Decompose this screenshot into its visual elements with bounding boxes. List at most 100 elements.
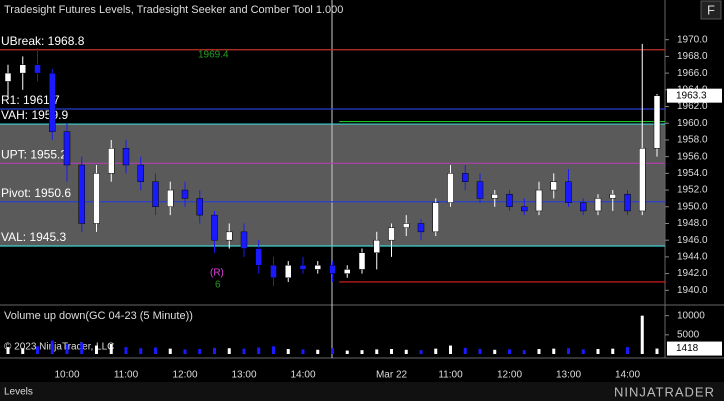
candle-body — [417, 223, 425, 233]
volume-bar — [611, 348, 615, 354]
volume-bar — [242, 348, 246, 354]
x-tick-label: 13:00 — [556, 370, 581, 381]
candle-body — [462, 173, 469, 182]
candle-body — [358, 252, 366, 270]
y-tick-label: 5000 — [677, 329, 700, 340]
candle-body — [93, 173, 100, 224]
y-tick-label: 1962.0 — [677, 101, 708, 112]
x-tick-label: 12:00 — [497, 370, 522, 381]
volume-bar — [596, 349, 600, 354]
candle-body — [550, 181, 557, 191]
volume-title: Volume up down(GC 04-23 (5 Minute)) — [4, 310, 193, 322]
annotation: (R) — [210, 268, 224, 279]
y-tick-label: 1940.0 — [677, 285, 708, 296]
volume-bar — [581, 349, 585, 354]
tab[interactable]: Levels — [4, 387, 33, 398]
candle-body — [167, 189, 174, 208]
candle-body — [314, 264, 321, 270]
candle-body — [122, 148, 130, 166]
menu-button[interactable] — [700, 0, 722, 20]
candle-body — [329, 264, 336, 274]
candle-body — [609, 193, 616, 199]
volume-bar — [257, 347, 261, 354]
last-volume: 1418 — [676, 343, 699, 354]
volume-bar — [552, 348, 556, 354]
volume-bar — [390, 349, 393, 354]
y-tick-label: 1956.0 — [677, 151, 708, 162]
candle-body — [255, 248, 262, 266]
candle-body — [447, 173, 454, 203]
candle-body — [137, 164, 144, 182]
y-tick-label: 10000 — [677, 310, 705, 321]
candle-body — [196, 198, 203, 216]
copyright: © 2023 NinjaTrader, LLC — [4, 342, 114, 353]
volume-bar — [434, 348, 438, 354]
volume-bar — [301, 349, 305, 354]
y-tick-label: 1958.0 — [677, 135, 708, 146]
candle-body — [565, 181, 572, 203]
candle-body — [299, 264, 307, 270]
volume-bar — [213, 347, 216, 354]
volume-bar — [95, 345, 98, 354]
volume-bar — [375, 349, 379, 354]
x-tick-label: 14:00 — [290, 370, 315, 381]
x-tick-label: 11:00 — [438, 370, 463, 381]
candle-body — [639, 148, 646, 212]
y-tick-label: 1942.0 — [677, 268, 708, 279]
volume-bar — [139, 348, 143, 354]
last-price-box — [667, 88, 722, 103]
candle-body — [4, 72, 12, 82]
candle-body — [34, 64, 41, 74]
volume-bar — [626, 347, 629, 354]
y-tick-label: 1968.0 — [677, 51, 708, 62]
candle-body — [388, 227, 395, 241]
candle-body — [240, 231, 248, 249]
y-tick-label: 1970.0 — [677, 34, 708, 45]
candle-body — [344, 269, 351, 274]
y-tick-label: 1950.0 — [677, 201, 708, 212]
volume-bar — [6, 347, 10, 354]
annotation: 6 — [215, 280, 221, 291]
x-tick-label: 12:00 — [172, 370, 197, 381]
level-label: UBreak: 1968.8 — [1, 34, 85, 48]
volume-bar — [227, 348, 231, 354]
volume-bar — [360, 350, 364, 354]
candle-body — [521, 206, 528, 212]
volume-bar — [345, 350, 349, 354]
candle-body — [624, 193, 631, 212]
candle-body — [403, 223, 410, 228]
candle-body — [285, 264, 292, 279]
candle-body — [594, 198, 602, 212]
volume-bar — [404, 349, 408, 354]
candle-body — [108, 148, 115, 174]
y-tick-label: 1954.0 — [677, 168, 708, 179]
volume-bar — [109, 344, 113, 354]
volume-bar — [522, 350, 526, 354]
tab-bar — [0, 382, 724, 401]
level-label: VAL: 1945.3 — [1, 230, 66, 244]
volume-bar — [21, 348, 25, 354]
level-label: R1: 1961.7 — [1, 93, 60, 107]
level-label: UPT: 1955.2 — [1, 148, 67, 162]
volume-bar — [508, 349, 511, 354]
x-tick-label: 11:00 — [114, 370, 139, 381]
volume-bar — [478, 349, 482, 354]
candle-body — [181, 189, 189, 199]
annotation: 1969.4 — [198, 50, 229, 61]
volume-bar — [419, 350, 423, 354]
volume-bar — [537, 349, 541, 354]
candle-body — [476, 181, 484, 199]
menu-button-label[interactable]: F — [707, 2, 715, 17]
candle-body — [49, 72, 56, 132]
volume-bar — [154, 347, 157, 354]
candle-body — [19, 64, 26, 74]
volume-bar — [331, 348, 334, 354]
volume-bar — [50, 340, 54, 354]
volume-bar — [36, 346, 39, 354]
candle-body — [432, 202, 439, 233]
candle-body — [270, 264, 277, 279]
volume-bar — [493, 349, 497, 354]
volume-bar — [286, 349, 290, 354]
y-tick-label: 1948.0 — [677, 218, 708, 229]
